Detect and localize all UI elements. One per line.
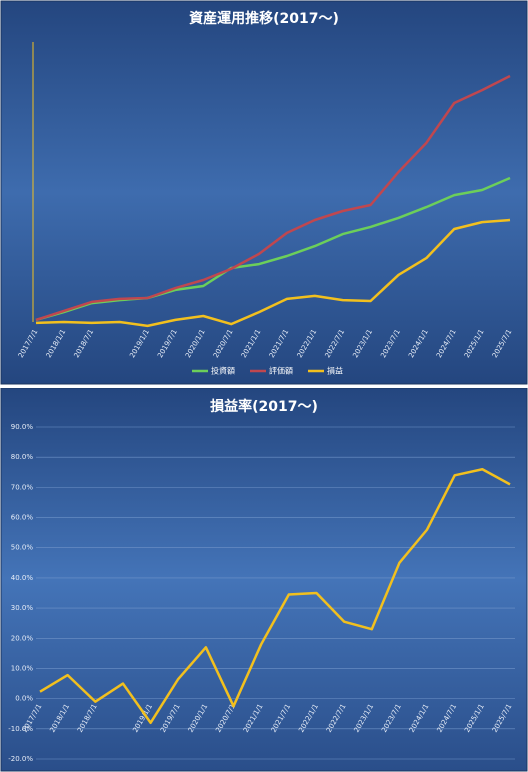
- chart-background: [0, 388, 528, 772]
- y-tick-label: -10.0%: [8, 725, 33, 733]
- y-tick-label: 10.0%: [11, 664, 34, 672]
- chart: 資産運用推移(2017〜) 2017/7/1 2018/1/1 2018/7/1 20…: [0, 0, 528, 385]
- chart-title: 損益率(2017〜): [210, 398, 318, 415]
- y-tick-label: 0.0%: [15, 695, 33, 703]
- chart-title: 資産運用推移(2017〜): [189, 10, 339, 27]
- chart: 損益率(2017〜) -20.0% -10.0% 0.0% 10.0% 20.0% 30.…: [0, 388, 528, 772]
- legend-label: 評価額: [269, 366, 293, 376]
- line-series: [35, 74, 511, 322]
- line-series: [39, 468, 511, 725]
- y-tick-label: -20.0%: [8, 755, 33, 763]
- y-tick-label: 70.0%: [11, 483, 34, 491]
- y-tick-label: 80.0%: [11, 453, 34, 461]
- legend-label: 損益: [327, 366, 343, 376]
- y-tick-label: 50.0%: [11, 544, 34, 552]
- y-tick-label: 30.0%: [11, 604, 34, 612]
- y-tick-label: 90.0%: [11, 423, 34, 431]
- y-tick-label: 20.0%: [11, 634, 34, 642]
- legend-label: 投資額: [211, 366, 235, 376]
- y-tick-label: 60.0%: [11, 514, 34, 522]
- chart-background: [0, 0, 528, 385]
- y-tick-label: 40.0%: [11, 574, 34, 582]
- line-series: [35, 218, 511, 328]
